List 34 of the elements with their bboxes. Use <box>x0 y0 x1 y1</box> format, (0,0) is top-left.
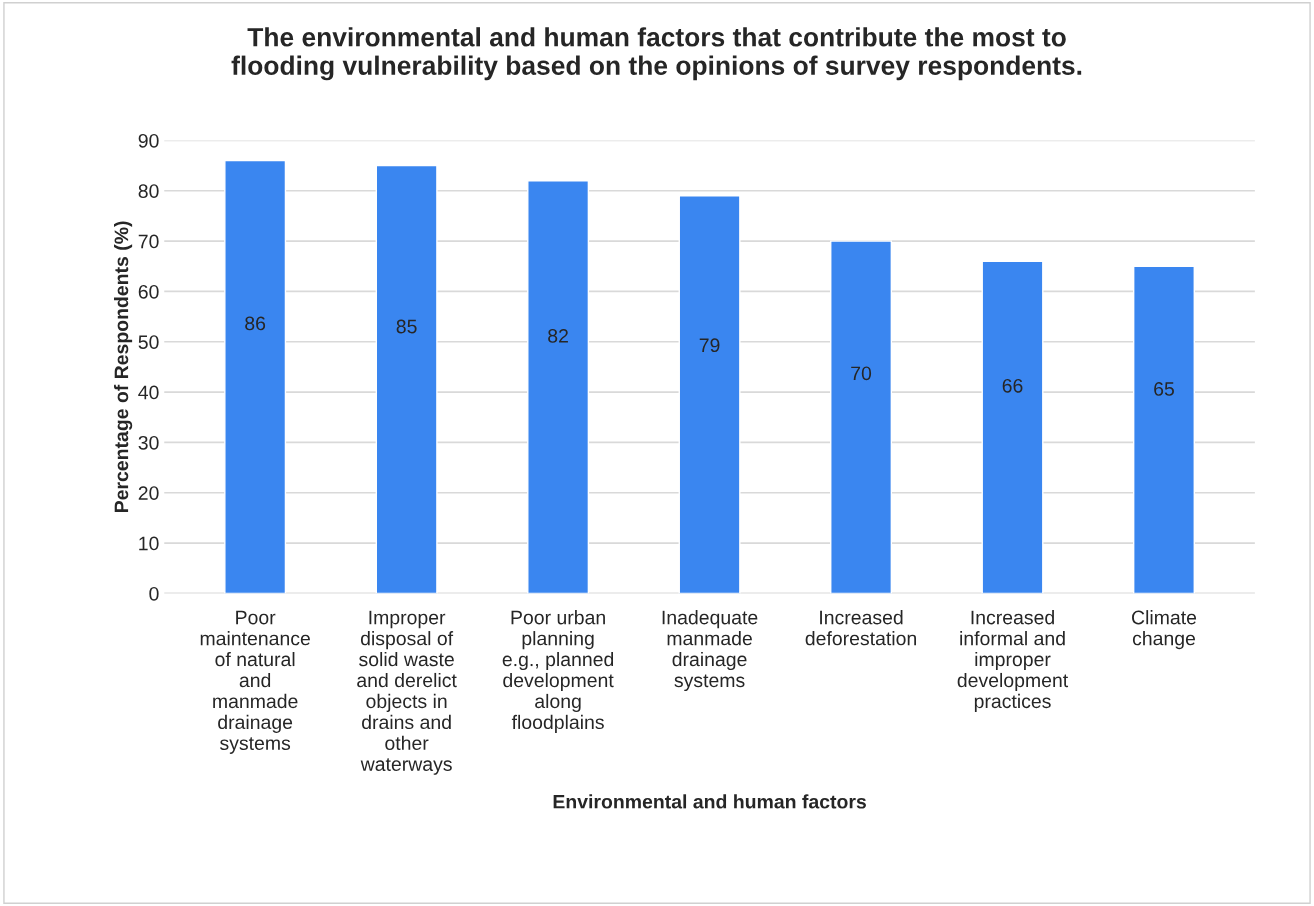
x-tick-label: Increased deforestation <box>805 610 916 646</box>
y-axis-title: Percentage of Respondents (%) <box>114 221 133 513</box>
x-tick-label: Improper disposal of solid waste and derelict objects in drains and other waterways <box>357 610 457 775</box>
y-tick-label: 50 <box>138 335 159 349</box>
x-tick-label: Poor urban planning e.g., planned development along floodplains <box>502 610 614 733</box>
y-tick-label: 0 <box>149 586 159 601</box>
y-tick-label: 80 <box>138 184 159 198</box>
bar <box>981 260 1044 594</box>
data-label: 66 <box>1002 378 1023 393</box>
y-tick-label: 60 <box>138 284 159 299</box>
bar <box>224 159 287 594</box>
data-label: 86 <box>245 316 266 331</box>
y-tick-label: 70 <box>138 234 159 249</box>
x-tick-label: Poor maintenance of natural and manmade drainage systems <box>200 610 310 754</box>
bar <box>375 164 438 594</box>
bar <box>678 195 741 594</box>
data-label: 82 <box>548 328 568 343</box>
y-tick-label: 40 <box>138 385 159 400</box>
bar <box>1132 265 1195 594</box>
x-tick-label: Inadequate manmade drainage systems <box>662 610 758 692</box>
bar <box>527 180 590 594</box>
y-tick-label: 90 <box>138 133 159 148</box>
data-label: 85 <box>396 319 417 334</box>
y-tick-label: 20 <box>138 486 159 500</box>
data-label: 65 <box>1154 382 1174 396</box>
x-tick-label: Increased informal and improper development practices <box>957 610 1069 712</box>
data-label: 70 <box>851 366 872 381</box>
x-axis-title: Environmental and human factors <box>553 794 866 809</box>
data-label: 79 <box>699 338 720 353</box>
chart-title: The environmental and human factors that contribute the most to flooding vulnerability based on the opinions of survey respondents. <box>231 27 1082 81</box>
x-tick-label: Climate change <box>1132 610 1197 650</box>
y-tick-label: 30 <box>138 435 159 450</box>
y-tick-label: 10 <box>139 536 159 551</box>
bar <box>830 240 893 594</box>
